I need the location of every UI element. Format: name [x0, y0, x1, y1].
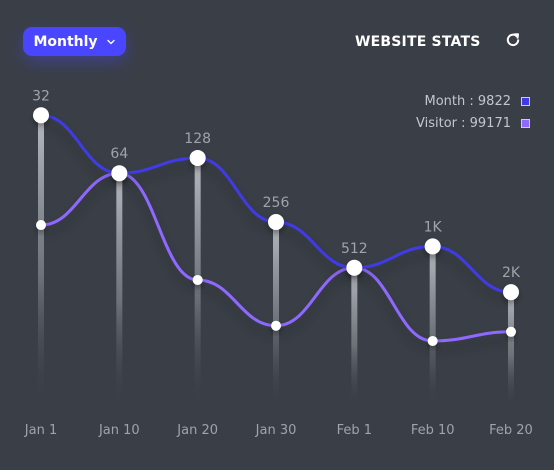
refresh-icon — [504, 31, 522, 53]
x-tick-label: Jan 20 — [176, 423, 218, 438]
point-value-label: 64 — [110, 146, 128, 162]
period-dropdown-label: Monthly — [33, 33, 98, 50]
visitor-point-feb-10[interactable] — [427, 335, 438, 346]
legend-visitor-swatch — [521, 118, 530, 128]
legend-visitor-label: Visitor : 99171 — [416, 115, 511, 131]
x-tick-label: Jan 1 — [24, 423, 57, 438]
point-value-label: 512 — [341, 241, 368, 257]
month-point-feb-10[interactable] — [424, 238, 441, 255]
month-point-jan-20[interactable] — [189, 149, 206, 166]
visitor-point-jan-1[interactable] — [36, 220, 46, 231]
page-title: WEBSITE STATS — [355, 34, 481, 50]
legend-month-swatch — [521, 96, 530, 106]
visitor-point-feb-20[interactable] — [506, 326, 516, 337]
point-value-label: 128 — [184, 131, 211, 147]
x-tick-label: Feb 1 — [337, 423, 372, 438]
stem-jan-30 — [273, 222, 279, 408]
month-point-feb-20[interactable] — [503, 284, 519, 301]
point-value-label: 1K — [424, 219, 443, 235]
legend-item-month: Month : 9822 — [360, 90, 530, 112]
chevron-down-icon — [106, 37, 116, 47]
month-point-jan-30[interactable] — [268, 214, 284, 230]
period-dropdown[interactable]: Monthly — [23, 27, 126, 56]
visitor-point-jan-30[interactable] — [271, 320, 281, 331]
stem-jan-10 — [116, 173, 123, 408]
legend-month-label: Month : 9822 — [424, 93, 511, 109]
refresh-button[interactable] — [502, 31, 524, 53]
stem-feb-20 — [508, 292, 514, 408]
x-tick-label: Feb 10 — [411, 423, 455, 438]
month-point-jan-10[interactable] — [111, 165, 128, 182]
x-tick-label: Jan 30 — [255, 423, 297, 438]
point-value-label: 2K — [502, 265, 521, 281]
point-value-label: 32 — [32, 88, 50, 104]
stem-feb-1 — [351, 267, 358, 408]
x-tick-label: Jan 10 — [98, 423, 140, 438]
point-value-label: 256 — [263, 195, 290, 211]
visitor-point-jan-20[interactable] — [192, 274, 203, 285]
month-point-feb-1[interactable] — [346, 259, 363, 276]
stem-feb-10 — [429, 246, 436, 408]
month-point-jan-1[interactable] — [33, 107, 49, 124]
x-tick-label: Feb 20 — [489, 423, 533, 438]
legend-item-visitor: Visitor : 99171 — [360, 112, 530, 134]
stem-jan-1 — [38, 115, 44, 408]
chart-legend: Month : 9822 Visitor : 99171 — [360, 90, 530, 134]
